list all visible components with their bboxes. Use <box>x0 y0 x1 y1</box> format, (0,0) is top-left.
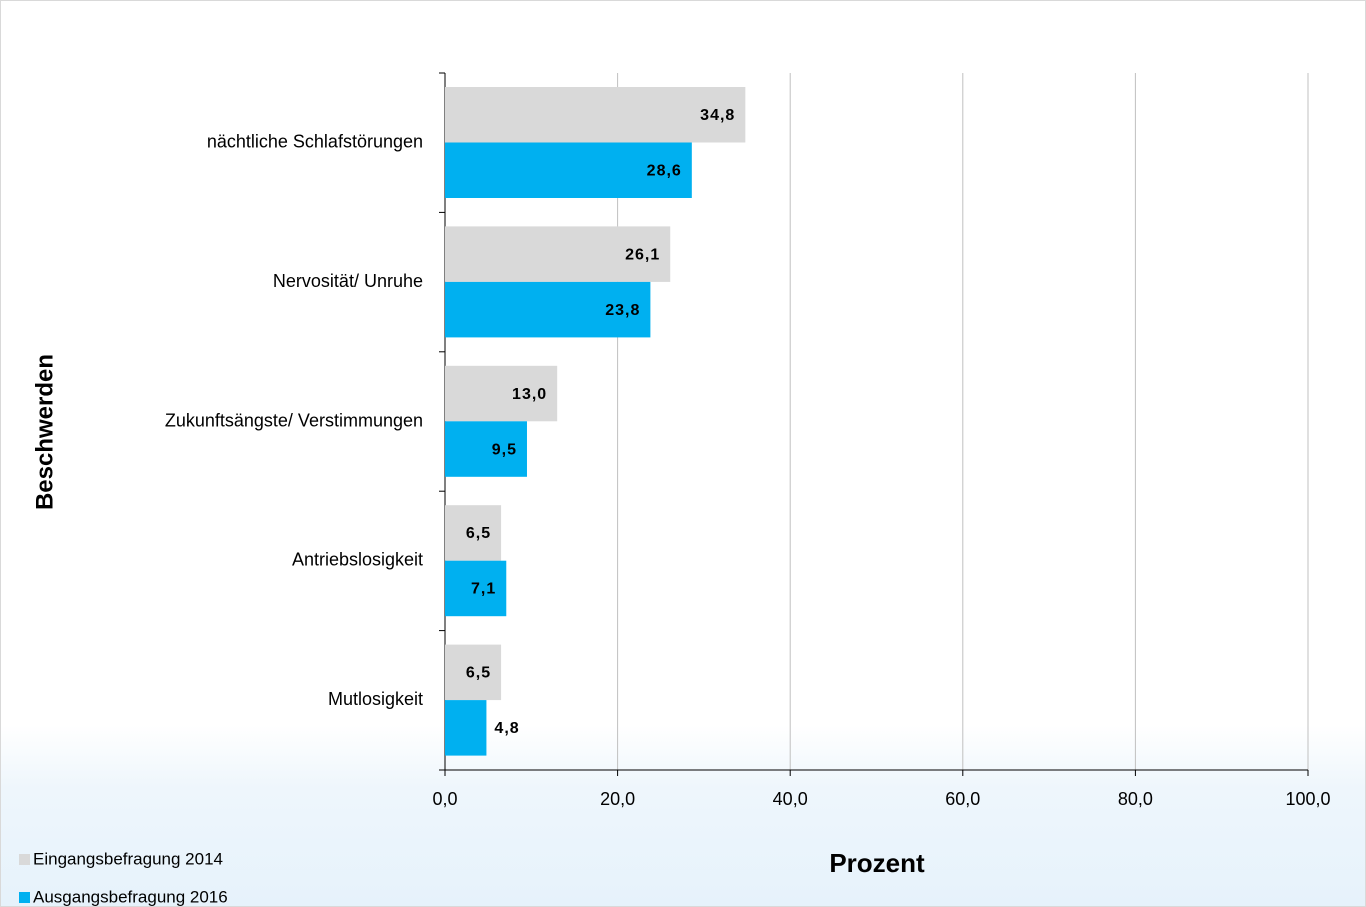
y-tick-label: Zukunftsängste/ Verstimmungen <box>165 410 423 430</box>
bar <box>445 142 692 198</box>
legend-label: Ausgangsbefragung 2016 <box>33 887 228 906</box>
x-tick-label: 100,0 <box>1285 789 1330 809</box>
x-tick-label: 80,0 <box>1118 789 1153 809</box>
bar <box>445 281 651 338</box>
legend-swatch <box>19 892 30 903</box>
data-label: 28,6 <box>647 162 682 179</box>
y-tick-label: Antriebslosigkeit <box>292 550 423 570</box>
x-tick-label: 60,0 <box>945 789 980 809</box>
data-label: 26,1 <box>625 246 660 263</box>
data-label: 34,8 <box>700 107 735 124</box>
x-tick-label: 40,0 <box>773 789 808 809</box>
legend-label: Eingangsbefragung 2014 <box>33 849 223 868</box>
data-label: 13,0 <box>512 386 547 403</box>
x-tick-label: 0,0 <box>432 789 457 809</box>
data-label: 4,8 <box>494 720 519 737</box>
data-label: 7,1 <box>471 581 496 598</box>
x-tick-label: 20,0 <box>600 789 635 809</box>
bar <box>445 560 507 617</box>
bar <box>445 644 502 701</box>
x-axis-title: Prozent <box>829 848 925 878</box>
y-tick-label: nächtliche Schlafstörungen <box>207 131 423 151</box>
data-label: 9,5 <box>492 441 517 458</box>
y-tick-label: Mutlosigkeit <box>328 689 423 709</box>
bar <box>445 421 527 477</box>
y-tick-label: Nervosität/ Unruhe <box>273 271 423 291</box>
legend-swatch <box>19 854 30 865</box>
data-label: 6,5 <box>466 665 491 682</box>
data-label: 6,5 <box>466 525 491 542</box>
y-axis-title: Beschwerden <box>31 354 58 510</box>
data-label: 23,8 <box>605 302 640 319</box>
bar <box>445 87 746 143</box>
bar <box>445 700 487 756</box>
bar <box>445 505 502 561</box>
bar <box>445 365 558 422</box>
bar <box>445 226 671 282</box>
